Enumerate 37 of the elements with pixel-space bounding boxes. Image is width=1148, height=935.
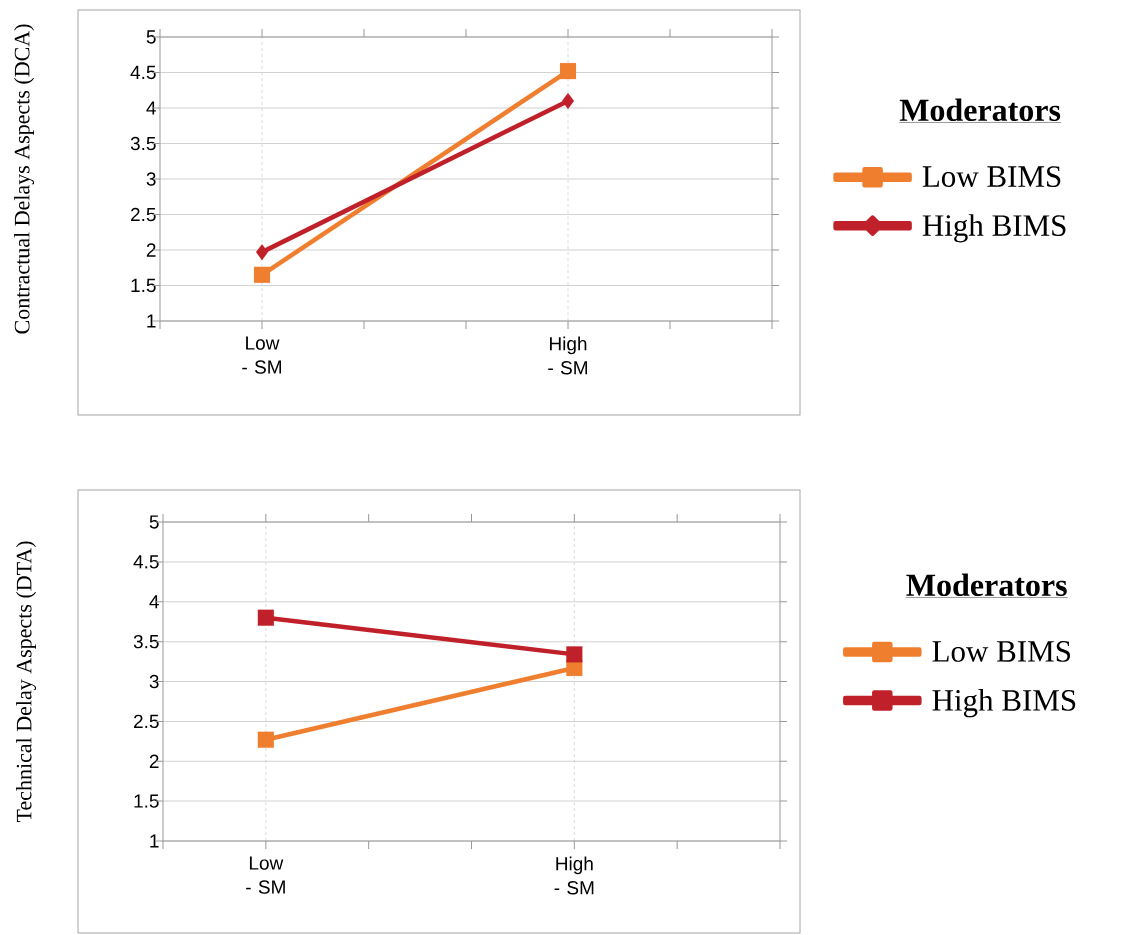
y-tick-label: 3 bbox=[149, 674, 159, 689]
point bbox=[257, 731, 274, 748]
x-tick-label: High - SM bbox=[548, 336, 588, 375]
point bbox=[255, 244, 269, 261]
y-axis-title: Contractual Delays Aspects (DCA) bbox=[14, 24, 35, 334]
point bbox=[561, 92, 575, 109]
y-tick-label: 3 bbox=[146, 172, 156, 186]
y-tick-label: 3.5 bbox=[133, 634, 159, 649]
y-tick-label: 5 bbox=[146, 30, 156, 44]
legend-label: High BIMS bbox=[932, 689, 1076, 718]
y-tick-label: 2 bbox=[149, 754, 159, 768]
legend-title: Moderators bbox=[906, 573, 1067, 597]
y-tick-label: 2.5 bbox=[131, 207, 156, 222]
y-tick-label: 4 bbox=[146, 101, 156, 115]
y-tick-label: 2.5 bbox=[134, 714, 159, 729]
legend-label: Low BIMS bbox=[922, 166, 1061, 187]
y-tick-label: 2 bbox=[146, 243, 156, 257]
y-tick-label: 1.5 bbox=[134, 794, 159, 808]
y-tick-label: 1 bbox=[150, 834, 159, 848]
x-tick-label: Low - SM bbox=[242, 336, 282, 374]
point bbox=[559, 63, 577, 80]
y-tick-label: 1.5 bbox=[131, 278, 156, 293]
point bbox=[253, 266, 271, 283]
legend-label: High BIMS bbox=[922, 214, 1066, 243]
y-tick-label: 4.5 bbox=[130, 65, 156, 80]
y-tick-label: 3.5 bbox=[130, 136, 156, 151]
point bbox=[566, 646, 583, 663]
y-axis-title: Technical Delay Aspects (DTA) bbox=[16, 541, 37, 823]
y-tick-label: 1 bbox=[147, 314, 156, 328]
legend-label: Low BIMS bbox=[932, 641, 1071, 662]
x-tick-label: High - SM bbox=[554, 856, 594, 895]
y-tick-label: 4 bbox=[149, 595, 159, 609]
point bbox=[257, 609, 274, 626]
y-tick-label: 5 bbox=[149, 515, 159, 529]
x-tick-label: Low - SM bbox=[246, 856, 285, 894]
legend-title: Moderators bbox=[899, 98, 1061, 122]
y-tick-label: 4.5 bbox=[133, 555, 159, 569]
